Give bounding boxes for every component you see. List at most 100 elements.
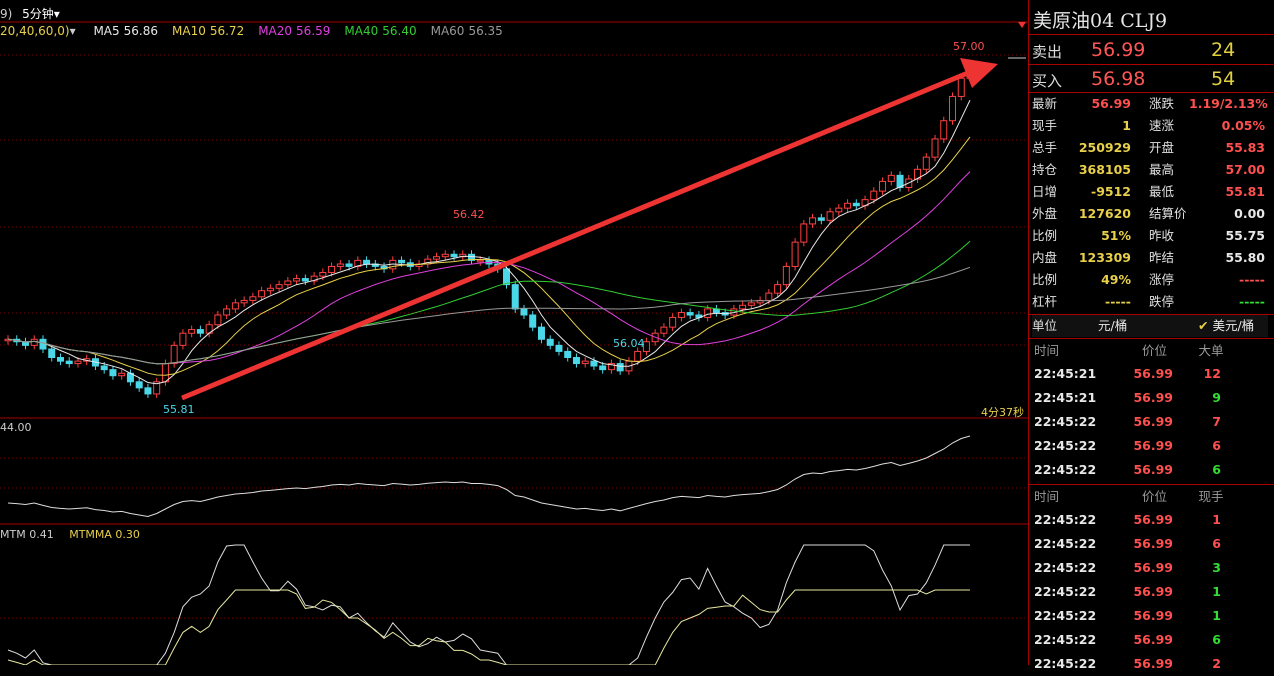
candle (310, 275, 318, 282)
ma-value: 56.40 (382, 24, 417, 38)
candle (870, 190, 878, 201)
stat-label: 最低 (1149, 184, 1175, 199)
ma-name: MA60 (430, 24, 465, 38)
candle (739, 304, 747, 310)
price-marker-icon (1018, 22, 1026, 28)
table-row[interactable]: 22:45:22 56.99 1 (1029, 580, 1274, 604)
candle (179, 332, 187, 346)
table-row[interactable]: 22:45:22 56.99 1 (1029, 604, 1274, 628)
stat-label: 速涨 (1149, 118, 1175, 133)
row-volume: 12 (1203, 366, 1221, 381)
stat-row: 内盘 123309 昨结 55.80 (1029, 247, 1274, 269)
candle (765, 292, 773, 301)
stat-label: 昨收 (1149, 228, 1175, 243)
candle (450, 253, 458, 258)
candle (476, 259, 484, 263)
candle (922, 156, 930, 170)
candle (30, 338, 38, 346)
candle (634, 350, 642, 362)
stat-row: 日增 -9512 最低 55.81 (1029, 181, 1274, 203)
row-price: 56.99 (1133, 656, 1173, 671)
kline-chart-svg[interactable] (0, 0, 1028, 665)
row-price: 56.99 (1133, 462, 1173, 477)
candle (48, 348, 56, 358)
mtm-label: MTM (0, 528, 26, 541)
ma-legend-item: MA40 56.40 (344, 24, 416, 38)
table-row[interactable]: 22:45:22 56.99 6 (1029, 628, 1274, 652)
candle (642, 341, 650, 352)
row-time: 22:45:22 (1034, 560, 1097, 575)
unit-label: 单位 (1032, 318, 1058, 333)
mtm-value: 0.41 (29, 528, 54, 541)
sell-label: 卖出 (1032, 43, 1063, 61)
period-selector[interactable]: 5分钟▾ (22, 7, 60, 21)
period-label: 5分钟 (22, 7, 54, 21)
candle (153, 381, 161, 395)
table-row[interactable]: 22:45:22 56.99 3 (1029, 556, 1274, 580)
candle (572, 357, 580, 365)
table-row[interactable]: 22:45:22 56.99 6 (1029, 532, 1274, 556)
row-price: 56.99 (1133, 560, 1173, 575)
row-volume: 2 (1212, 656, 1221, 671)
stat-value: 55.80 (1225, 250, 1265, 265)
ma-name: MA40 (344, 24, 379, 38)
candle (433, 256, 441, 260)
stat-label: 外盘 (1032, 206, 1058, 221)
table-row[interactable]: 22:45:22 56.99 6 (1029, 434, 1274, 458)
table-row[interactable]: 22:45:22 56.99 1 (1029, 508, 1274, 532)
candle (590, 360, 598, 367)
candle (258, 290, 266, 298)
quote-panel: 美原油04 CLJ9 卖出 56.99 24 买入 56.98 54 最新 56.… (1028, 0, 1274, 671)
candle (214, 314, 222, 326)
buy-volume: 54 (1211, 68, 1236, 90)
candle (581, 360, 589, 365)
countdown-label: 4分37秒 (981, 406, 1024, 419)
candle (196, 329, 204, 334)
unit-option-yuan[interactable]: 元/桶 (1098, 318, 1128, 333)
stat-label: 最新 (1032, 96, 1058, 111)
candle (844, 202, 852, 209)
row-time: 22:45:22 (1034, 438, 1097, 453)
stat-row: 持仓 368105 最高 57.00 (1029, 159, 1274, 181)
table-row[interactable]: 22:45:22 56.99 7 (1029, 410, 1274, 434)
candle (336, 263, 344, 267)
candle (161, 363, 169, 383)
candle (949, 95, 957, 122)
stat-row: 比例 51% 昨收 55.75 (1029, 225, 1274, 247)
table-row[interactable]: 22:45:21 56.99 9 (1029, 386, 1274, 410)
stat-value: 56.99 (1091, 96, 1131, 111)
candle (931, 138, 939, 158)
ma-legend-item: MA5 56.86 (93, 24, 158, 38)
chevron-down-icon[interactable]: ▾ (69, 24, 76, 38)
mid-high-label: 56.42 (453, 208, 485, 221)
row-volume: 6 (1212, 536, 1221, 551)
column-header: 时间 (1034, 489, 1060, 504)
stat-label: 涨停 (1149, 272, 1175, 287)
row-volume: 1 (1212, 584, 1221, 599)
candle (363, 259, 371, 265)
candle (529, 314, 537, 328)
candle (537, 326, 545, 340)
candle (607, 363, 615, 371)
table-header: 时间 价位 现手 (1029, 486, 1274, 508)
candle (223, 308, 231, 316)
row-volume: 6 (1212, 462, 1221, 477)
stat-label: 总手 (1032, 140, 1058, 155)
kline-chart-area[interactable]: 9) 5分钟▾ 20,40,60,0)▾ MA5 56.86 MA10 56.72 MA… (0, 0, 1028, 665)
table-row[interactable]: 22:45:21 56.99 12 (1029, 362, 1274, 386)
table-row[interactable]: 22:45:22 56.99 2 (1029, 652, 1274, 676)
candle (879, 180, 887, 192)
stat-value: -9512 (1091, 184, 1131, 199)
table-row[interactable]: 22:45:22 56.99 6 (1029, 458, 1274, 482)
row-price: 56.99 (1133, 536, 1173, 551)
ma-name: MA10 (172, 24, 206, 38)
sub1-value: 44.00 (0, 421, 32, 434)
table-header: 时间 价位 大单 (1029, 340, 1274, 362)
buy-price[interactable]: 56.98 (1091, 68, 1146, 90)
candle (852, 202, 860, 207)
sell-price[interactable]: 56.99 (1091, 39, 1146, 61)
candle (109, 369, 117, 377)
row-time: 22:45:22 (1034, 608, 1097, 623)
unit-option-usd[interactable]: ✔ 美元/桶 (1198, 318, 1255, 333)
row-time: 22:45:21 (1034, 366, 1097, 381)
